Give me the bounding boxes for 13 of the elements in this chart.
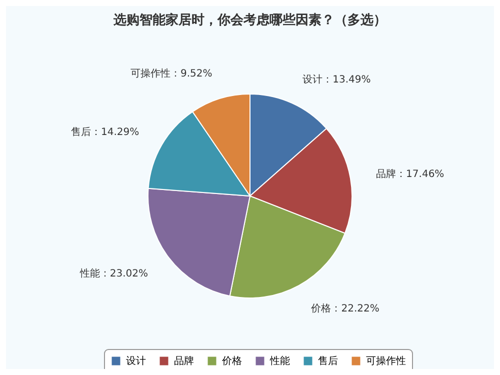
data-label: 售后：14.29% — [71, 126, 140, 138]
legend-label: 价格 — [221, 355, 242, 367]
data-label: 设计：13.49% — [302, 73, 371, 86]
chart-title: 选购智能家居时，你会考虑哪些因素？（多选） — [112, 12, 386, 28]
legend-label: 品牌 — [174, 355, 194, 367]
legend-label: 性能 — [269, 355, 290, 367]
legend-label: 售后 — [318, 355, 338, 367]
legend-label: 设计 — [126, 355, 146, 367]
legend-label: 可操作性 — [366, 355, 406, 367]
data-label: 价格：22.22% — [310, 302, 380, 314]
data-label: 可操作性：9.52% — [130, 68, 212, 80]
data-label: 品牌：17.46% — [376, 168, 444, 180]
data-label: 性能：23.02% — [78, 267, 148, 280]
